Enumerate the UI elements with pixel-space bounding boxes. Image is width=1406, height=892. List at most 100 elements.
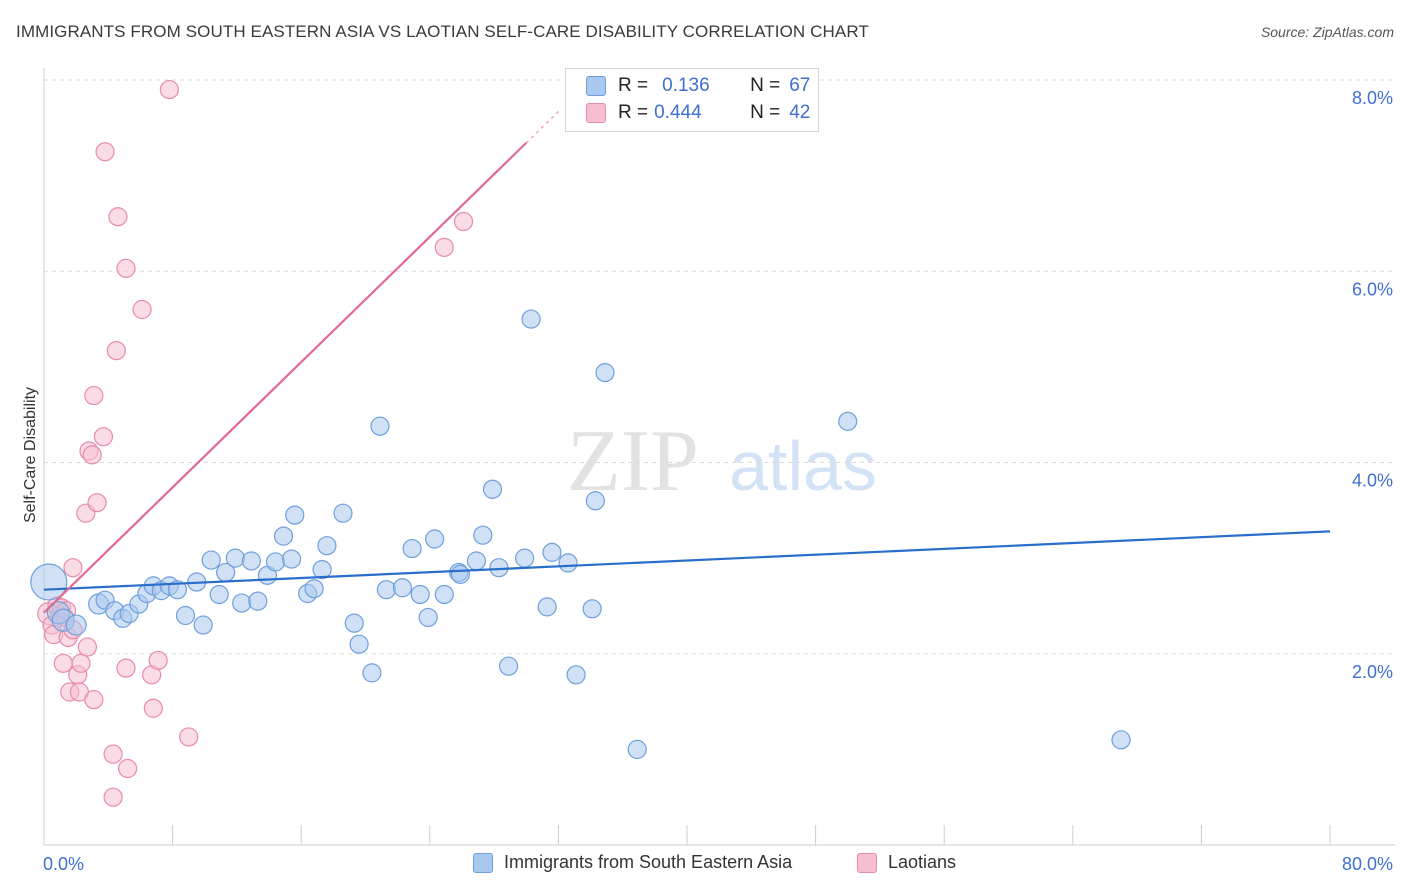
axes xyxy=(43,68,1395,846)
point-immigrants-23 xyxy=(241,551,261,571)
point-laotians-22 xyxy=(87,493,107,513)
point-immigrants-38 xyxy=(370,416,390,436)
point-laotians-27 xyxy=(106,341,126,361)
point-immigrants-64 xyxy=(1111,730,1131,750)
point-laotians-39 xyxy=(453,211,474,232)
x-tick-label-max: 80.0% xyxy=(1342,854,1393,874)
legend-row-immigrants: R = 0.136 N = 67 xyxy=(586,75,810,97)
point-immigrants-39 xyxy=(376,580,396,600)
source-note: Source: ZipAtlas.com xyxy=(1260,24,1394,40)
point-immigrants-57 xyxy=(558,553,578,573)
point-immigrants-28 xyxy=(281,549,302,569)
point-immigrants-49 xyxy=(473,525,493,545)
series-immigrants-from-south-eastern-asia xyxy=(30,309,1131,759)
point-laotians-17 xyxy=(77,637,98,657)
point-immigrants-53 xyxy=(515,548,535,568)
trend-line-laotians xyxy=(43,142,528,614)
point-laotians-31 xyxy=(117,758,138,779)
point-laotians-12 xyxy=(63,558,83,578)
legend-swatch-blue xyxy=(586,76,606,96)
point-immigrants-34 xyxy=(333,503,353,523)
n-label: N = xyxy=(750,102,781,123)
point-immigrants-42 xyxy=(410,584,430,605)
point-laotians-32 xyxy=(132,299,152,320)
y-tick-label-1: 4.0% xyxy=(1352,471,1393,491)
n-value: 42 xyxy=(789,102,811,123)
point-immigrants-35 xyxy=(344,613,364,633)
point-immigrants-47 xyxy=(450,564,470,584)
chart-title: IMMIGRANTS FROM SOUTH EASTERN ASIA VS LA… xyxy=(16,22,869,41)
legend-item-immigrants: Immigrants from South Eastern Asia xyxy=(473,852,792,873)
y-tick-label-0: 2.0% xyxy=(1352,662,1393,682)
point-immigrants-36 xyxy=(349,634,369,654)
y-tick-labels: 2.0% 4.0% 6.0% 8.0% xyxy=(1352,88,1393,682)
point-laotians-19 xyxy=(82,445,102,465)
legend-item-laotians: Laotians xyxy=(857,852,956,873)
point-immigrants-40 xyxy=(392,578,413,598)
n-value: 67 xyxy=(789,75,811,96)
point-laotians-37 xyxy=(179,727,199,747)
point-immigrants-15 xyxy=(175,605,196,626)
point-laotians-15 xyxy=(71,653,91,673)
point-laotians-26 xyxy=(103,787,123,807)
point-immigrants-14 xyxy=(167,580,188,600)
watermark: ZIP atlas xyxy=(567,413,877,510)
point-laotians-36 xyxy=(159,79,179,100)
point-immigrants-50 xyxy=(482,479,503,499)
r-value: 0.444 xyxy=(654,102,702,123)
point-immigrants-18 xyxy=(201,550,221,570)
series-legend: Immigrants from South Eastern Asia Laoti… xyxy=(0,850,1406,880)
legend-swatch-blue xyxy=(473,852,493,873)
r-label: R = xyxy=(618,102,649,123)
series-laotians xyxy=(37,79,474,807)
point-immigrants-62 xyxy=(627,739,647,759)
point-immigrants-33 xyxy=(317,536,337,556)
point-immigrants-24 xyxy=(248,591,268,611)
point-immigrants-55 xyxy=(537,597,557,617)
point-immigrants-26 xyxy=(265,552,286,572)
legend-swatch-pink xyxy=(857,852,877,873)
r-value: 0.136 xyxy=(662,75,710,96)
x-tick-labels: 0.0% 80.0% xyxy=(43,854,1393,874)
point-immigrants-21 xyxy=(225,548,245,568)
legend-label: Immigrants from South Eastern Asia xyxy=(504,852,793,872)
point-laotians-29 xyxy=(116,658,136,678)
point-laotians-38 xyxy=(434,237,454,257)
legend-label: Laotians xyxy=(888,852,957,872)
point-immigrants-56 xyxy=(542,542,562,562)
point-immigrants-54 xyxy=(521,309,541,329)
point-immigrants-29 xyxy=(285,505,305,525)
point-immigrants-43 xyxy=(418,607,438,628)
legend-swatch-pink xyxy=(586,103,606,123)
point-immigrants-45 xyxy=(434,584,454,605)
point-immigrants-37 xyxy=(362,663,382,683)
point-laotians-21 xyxy=(84,690,104,710)
point-immigrants-3 xyxy=(65,614,87,636)
point-immigrants-17 xyxy=(193,615,213,635)
trend-line-immigrants xyxy=(43,530,1331,591)
point-laotians-24 xyxy=(95,142,115,162)
y-axis-label: Self-Care Disability xyxy=(22,387,39,523)
point-immigrants-60 xyxy=(585,491,605,511)
point-laotians-8 xyxy=(53,653,73,673)
point-laotians-20 xyxy=(84,385,104,406)
point-laotians-28 xyxy=(108,207,128,227)
point-immigrants-27 xyxy=(273,526,294,546)
watermark-zip: ZIP xyxy=(567,413,699,510)
y-tick-label-3: 8.0% xyxy=(1352,88,1393,108)
point-immigrants-41 xyxy=(402,538,422,559)
point-immigrants-58 xyxy=(566,665,586,685)
point-immigrants-0 xyxy=(30,563,68,601)
point-laotians-35 xyxy=(148,650,168,671)
point-immigrants-48 xyxy=(466,551,487,571)
trend-lines xyxy=(43,111,1331,614)
correlation-legend: R = 0.136 N = 67 R = 0.444 N = 42 xyxy=(565,68,819,132)
point-immigrants-44 xyxy=(425,529,445,549)
point-laotians-34 xyxy=(143,698,163,718)
point-immigrants-59 xyxy=(582,599,602,619)
point-immigrants-63 xyxy=(838,411,858,431)
point-immigrants-19 xyxy=(209,584,229,605)
point-immigrants-61 xyxy=(595,363,615,383)
point-laotians-30 xyxy=(116,258,136,278)
